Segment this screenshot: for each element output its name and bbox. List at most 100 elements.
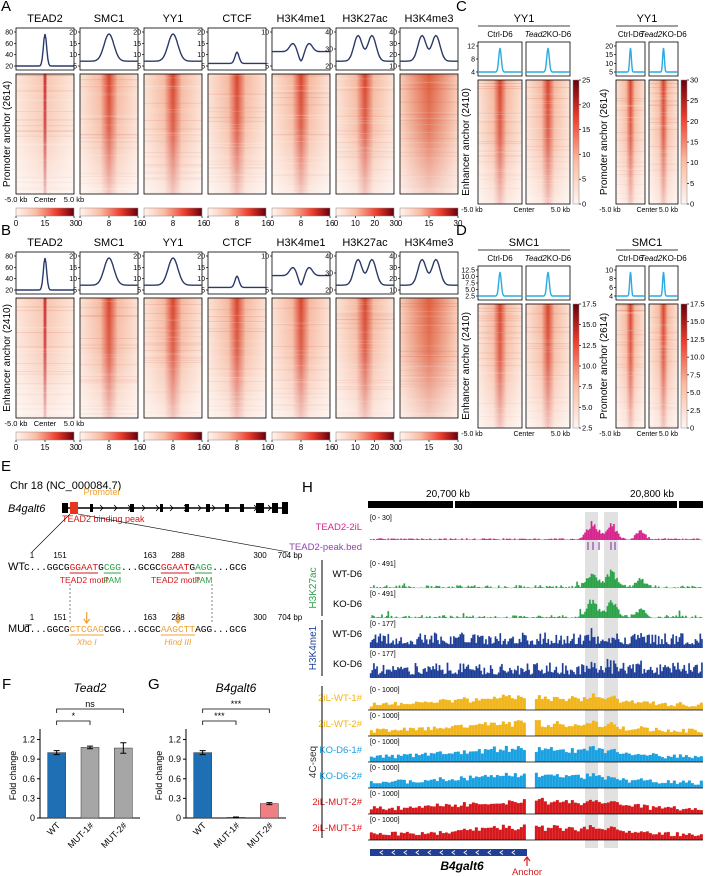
track-range: [0 - 1000] bbox=[370, 687, 400, 694]
profile-box bbox=[79, 27, 139, 71]
gene-name: Tead2 bbox=[525, 254, 548, 263]
condition-label: Ctrl-D6 bbox=[487, 30, 513, 39]
colorbar-tick-label: 15.0 bbox=[690, 317, 705, 326]
profile-curve bbox=[144, 257, 202, 286]
tick-label: 10 bbox=[389, 288, 397, 295]
colorbar-tick-label: 15 bbox=[690, 138, 698, 147]
tick-label: 4 bbox=[609, 294, 613, 301]
tick-label: 20 bbox=[197, 30, 205, 37]
exon bbox=[225, 504, 229, 512]
strand-arrow bbox=[197, 504, 202, 512]
tick-label: 30 bbox=[389, 265, 397, 272]
heatmap-fade bbox=[478, 304, 522, 428]
anchor-arrow bbox=[523, 856, 531, 866]
tick-label: 40 bbox=[389, 254, 397, 261]
panel-label: H bbox=[302, 479, 313, 496]
colorbar-tick-label: 5 bbox=[582, 175, 586, 184]
exon bbox=[282, 502, 288, 514]
y-label: Promoter anchor (2614) bbox=[2, 81, 13, 187]
heatmap-frame bbox=[615, 303, 646, 429]
heatmap-fade bbox=[208, 74, 266, 194]
heatmap-fade bbox=[16, 74, 74, 194]
bar bbox=[193, 752, 212, 819]
colorbar-tick-label: 10.0 bbox=[582, 362, 597, 371]
mark-title: H3K4me3 bbox=[405, 13, 454, 25]
colorbar-tick-label: 0 bbox=[206, 219, 211, 228]
colorbar-tick-label: 0 bbox=[270, 219, 275, 228]
colorbar-tick-label: 30 bbox=[454, 443, 463, 452]
track-label: TEAD2-peak.bed bbox=[289, 542, 362, 553]
panel-label: C bbox=[456, 0, 467, 15]
significance-bracket bbox=[56, 708, 124, 713]
sequence: C...GGCGGGAATGCGG...GCGCGGAATGAGG...GCG bbox=[24, 562, 247, 573]
x-label: Center bbox=[636, 431, 658, 438]
colorbar-tick-label: 16 bbox=[134, 219, 143, 228]
track-label: 2iL-WT-1# bbox=[318, 693, 363, 704]
mutation-arrow bbox=[174, 612, 182, 624]
colorbar-tick-label: 30 bbox=[690, 76, 698, 85]
colorbar-tick-label: 8 bbox=[171, 219, 176, 228]
colorbar-tick-label: 0 bbox=[78, 219, 83, 228]
colorbar-tick-label: 16 bbox=[134, 443, 143, 452]
colorbar bbox=[335, 207, 395, 217]
heatmap-fade bbox=[649, 304, 678, 428]
colorbar-tick-label: 0 bbox=[14, 219, 19, 228]
track-label: KO-D6-2# bbox=[319, 771, 362, 782]
track-range: [0 - 1000] bbox=[370, 739, 400, 746]
group-title: YY1 bbox=[514, 13, 535, 25]
y-tick-label: 0.6 bbox=[22, 774, 35, 784]
colorbar bbox=[271, 431, 331, 441]
exon bbox=[256, 503, 264, 513]
profile-curve bbox=[80, 33, 138, 62]
y-tick-label: 0.9 bbox=[168, 754, 181, 764]
tick-label: 80 bbox=[5, 30, 13, 37]
mark-title: CTCF bbox=[222, 13, 252, 25]
error-bar bbox=[233, 816, 239, 819]
sequence-piece: GGAAT bbox=[70, 562, 99, 573]
colorbar-tick-label: 8 bbox=[299, 443, 304, 452]
x-tick-label: MUT-1# bbox=[66, 820, 96, 850]
x-label: Center bbox=[34, 419, 57, 428]
sequence-piece: AGG bbox=[195, 562, 212, 573]
tick-label: 15 bbox=[605, 52, 613, 59]
tick-label: 10 bbox=[605, 268, 613, 275]
tick-label: 2.5 bbox=[465, 294, 475, 301]
heatmap-fade bbox=[616, 80, 645, 204]
heatmap-fade bbox=[16, 298, 74, 418]
condition-label: Tead2KO-D6 bbox=[525, 254, 572, 263]
x-label: Center bbox=[513, 207, 535, 214]
sequence-piece: C...GGCG bbox=[24, 624, 70, 635]
sequence-piece: GGAAT bbox=[161, 562, 190, 573]
strand-arrow bbox=[253, 504, 258, 512]
strand-arrow bbox=[211, 504, 216, 512]
strand-arrow bbox=[113, 504, 118, 512]
exon bbox=[206, 504, 210, 512]
tick-label: 10 bbox=[133, 276, 141, 283]
colorbar-tick-label: 0 bbox=[78, 443, 83, 452]
tick-label: 10 bbox=[69, 52, 77, 59]
heatmap-fade bbox=[272, 74, 330, 194]
profile-curve bbox=[80, 257, 138, 286]
tick-label: 10 bbox=[261, 30, 269, 37]
colorbar-tick-label: 30 bbox=[390, 219, 399, 228]
gene-strand bbox=[427, 850, 432, 855]
tick-label: 80 bbox=[5, 254, 13, 261]
condition-suffix: KO-D6 bbox=[547, 254, 572, 263]
gene-strand bbox=[475, 850, 480, 855]
profile-box bbox=[477, 265, 523, 301]
significance-label: ns bbox=[85, 699, 95, 709]
motif-label: Xho I bbox=[76, 637, 97, 647]
profile-box bbox=[615, 265, 646, 301]
group-label: 4C-seq bbox=[308, 746, 319, 778]
profile-box bbox=[525, 265, 571, 301]
colorbar-tick-label: 5.0 bbox=[582, 403, 592, 412]
track-signal bbox=[369, 772, 703, 788]
x-label: 5.0 kb bbox=[659, 207, 678, 214]
heatmap-frame bbox=[399, 73, 459, 195]
motif-label: TEAD2 motif bbox=[151, 575, 200, 585]
tick-label: 5 bbox=[265, 288, 269, 295]
tick-label: 5.0 bbox=[465, 287, 475, 294]
sequence: C...GGCGCTCGAGCGG...GCGCAAGCTTAGG...GCG bbox=[24, 624, 247, 635]
colorbar bbox=[15, 431, 75, 441]
